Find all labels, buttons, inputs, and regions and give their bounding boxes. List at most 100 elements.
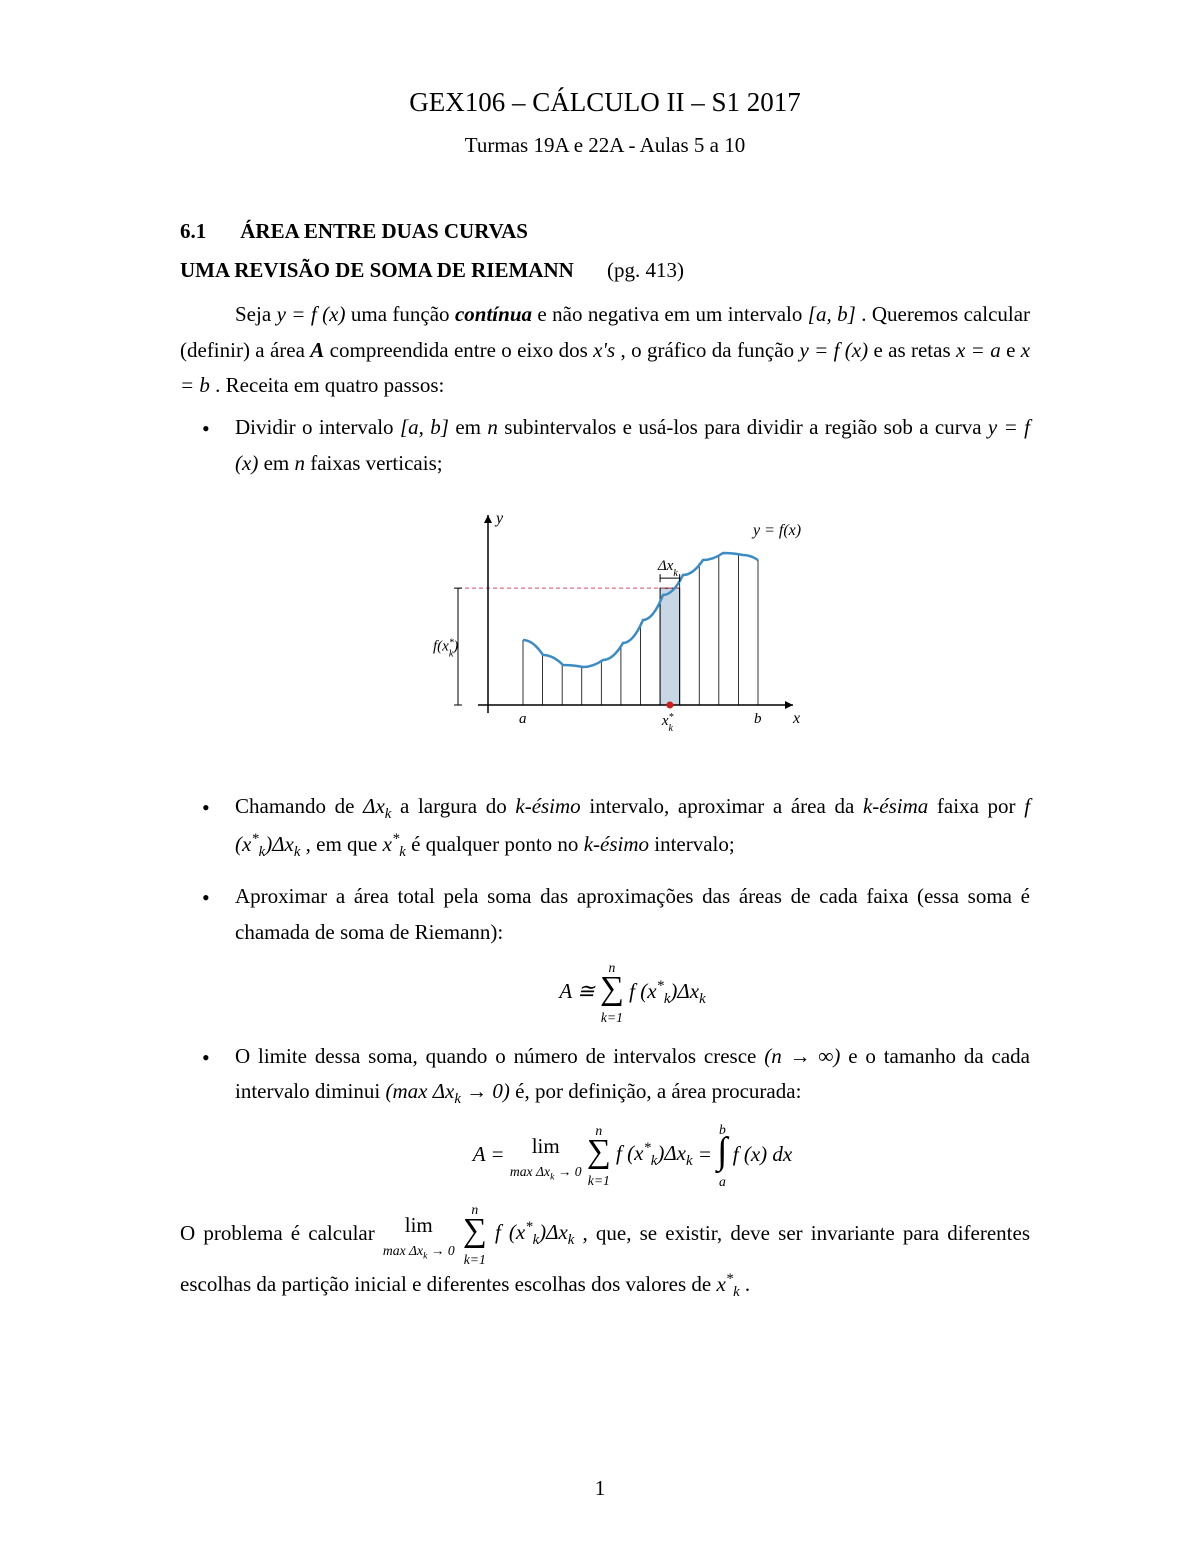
emphasis: k-ésimo — [515, 794, 580, 818]
limit: lim max Δxk → 0 — [383, 1208, 455, 1261]
lim-label: lim — [532, 1134, 560, 1158]
text: faixa por — [937, 794, 1024, 818]
inline-equation: x = a — [956, 338, 1001, 362]
sigma-icon: ∑ — [463, 1212, 487, 1249]
emphasis: x's — [593, 338, 615, 362]
riemann-figure: yxy = f(x)abx*kΔxkf(x*k) — [235, 495, 1030, 767]
subsection-heading: UMA REVISÃO DE SOMA DE RIEMANN (pg. 413) — [180, 253, 1030, 289]
text: intervalo, aproximar a área da — [589, 794, 863, 818]
text: e não negativa em um intervalo — [537, 302, 807, 326]
summation: n ∑ k=1 — [463, 1203, 487, 1267]
int-lower: a — [717, 1175, 727, 1189]
subscript: k — [294, 844, 301, 860]
subscript: k — [699, 991, 706, 1007]
summation: n ∑ k=1 — [587, 1124, 611, 1188]
text: intervalo; — [654, 832, 734, 856]
inline-equation: y = f (x) — [277, 302, 346, 326]
sum-lower: k=1 — [463, 1253, 487, 1267]
course-subtitle: Turmas 19A e 22A - Aulas 5 a 10 — [180, 128, 1030, 164]
text: Aproximar a área total pela soma das apr… — [235, 884, 1030, 944]
list-item: Dividir o intervalo [a, b] em n subinter… — [180, 410, 1030, 767]
subscript: k — [399, 844, 406, 860]
riemann-svg: yxy = f(x)abx*kΔxkf(x*k) — [428, 495, 838, 755]
list-item: Aproximar a área total pela soma das apr… — [180, 879, 1030, 1024]
superscript: * — [643, 1140, 650, 1156]
section-title: ÁREA ENTRE DUAS CURVAS — [240, 219, 528, 243]
integral-icon: ∫ — [717, 1130, 727, 1172]
inline-equation: (max Δxk → 0) — [385, 1079, 509, 1103]
limit: lim max Δxk → 0 — [510, 1129, 582, 1182]
inline-equation: x*k — [716, 1272, 739, 1296]
text: f (x — [616, 1141, 643, 1165]
subsection-title: UMA REVISÃO DE SOMA DE RIEMANN — [180, 258, 574, 282]
header-block: GEX106 – CÁLCULO II – S1 2017 Turmas 19A… — [180, 80, 1030, 164]
display-equation: A = lim max Δxk → 0 n ∑ k=1 f (x*k)Δxk =… — [235, 1123, 1030, 1189]
inline-equation: [a, b] — [808, 302, 856, 326]
svg-text:y: y — [494, 510, 504, 527]
emphasis: k-ésima — [863, 794, 928, 818]
emphasis: contínua — [455, 302, 532, 326]
text: → 0) — [461, 1079, 510, 1103]
svg-text:b: b — [754, 711, 762, 727]
summation: n ∑ k=1 — [600, 961, 624, 1025]
text: x — [716, 1272, 725, 1296]
sigma-icon: ∑ — [587, 1133, 611, 1170]
course-title: GEX106 – CÁLCULO II – S1 2017 — [180, 80, 1030, 126]
text: Δx — [363, 794, 385, 818]
subscript: k — [568, 1233, 575, 1249]
page-reference: (pg. 413) — [607, 258, 684, 282]
text: → 0 — [554, 1164, 581, 1179]
lim-label: lim — [405, 1213, 433, 1237]
list-item: Chamando de Δxk a largura do k-ésimo int… — [180, 789, 1030, 865]
inline-equation: Δxk — [363, 794, 391, 818]
text: A = — [473, 1141, 510, 1165]
subscript: k — [385, 806, 392, 822]
section-heading: 6.1 ÁREA ENTRE DUAS CURVAS — [180, 214, 1030, 250]
text: → 0 — [427, 1243, 454, 1258]
text: f (x — [495, 1220, 525, 1244]
text: e — [1006, 338, 1021, 362]
inline-equation: [a, b] — [400, 415, 449, 439]
text: compreendida entre o eixo dos — [330, 338, 594, 362]
integral: b ∫ a — [717, 1123, 727, 1189]
svg-text:x*k: x*k — [660, 712, 673, 734]
text: faixas verticais; — [310, 451, 442, 475]
text: max Δx — [383, 1243, 423, 1258]
sum-lower: k=1 — [587, 1174, 611, 1188]
text: )Δx — [657, 1141, 686, 1165]
text: (max Δx — [385, 1079, 454, 1103]
emphasis: n — [487, 415, 498, 439]
subscript: k — [686, 1154, 693, 1170]
text: A ≅ — [559, 979, 600, 1003]
subscript: k — [733, 1284, 740, 1300]
sum-lower: k=1 — [600, 1011, 624, 1025]
text: . Receita em quatro passos: — [215, 373, 444, 397]
superscript: * — [251, 831, 258, 847]
text: f (x*k)Δxk — [629, 979, 705, 1003]
text: a largura do — [400, 794, 515, 818]
text: uma função — [351, 302, 455, 326]
text: max Δx — [510, 1164, 550, 1179]
text: x — [383, 832, 392, 856]
display-equation: A ≅ n ∑ k=1 f (x*k)Δxk — [235, 961, 1030, 1025]
steps-list: Dividir o intervalo [a, b] em n subinter… — [180, 410, 1030, 1189]
text: é, por definição, a área procurada: — [515, 1079, 801, 1103]
emphasis: k-ésimo — [584, 832, 649, 856]
text: é qualquer ponto no — [411, 832, 584, 856]
section-number: 6.1 — [180, 214, 235, 250]
svg-text:x: x — [792, 710, 800, 727]
text: em — [455, 415, 487, 439]
text: e as retas — [873, 338, 956, 362]
lim-subscript: max Δxk → 0 — [383, 1244, 455, 1261]
text: )Δx — [265, 832, 294, 856]
sigma-icon: ∑ — [600, 970, 624, 1007]
text: f (x*k)Δxk — [616, 1141, 692, 1165]
svg-text:f(x*k): f(x*k) — [433, 637, 458, 659]
text: Chamando de — [235, 794, 363, 818]
intro-paragraph-1: Seja y = f (x) uma função contínua e não… — [180, 297, 1030, 404]
inline-equation: (n → ∞) — [764, 1044, 840, 1068]
lim-subscript: max Δxk → 0 — [510, 1165, 582, 1182]
text: . — [861, 302, 866, 326]
text: em — [264, 451, 295, 475]
svg-text:a: a — [519, 711, 527, 727]
